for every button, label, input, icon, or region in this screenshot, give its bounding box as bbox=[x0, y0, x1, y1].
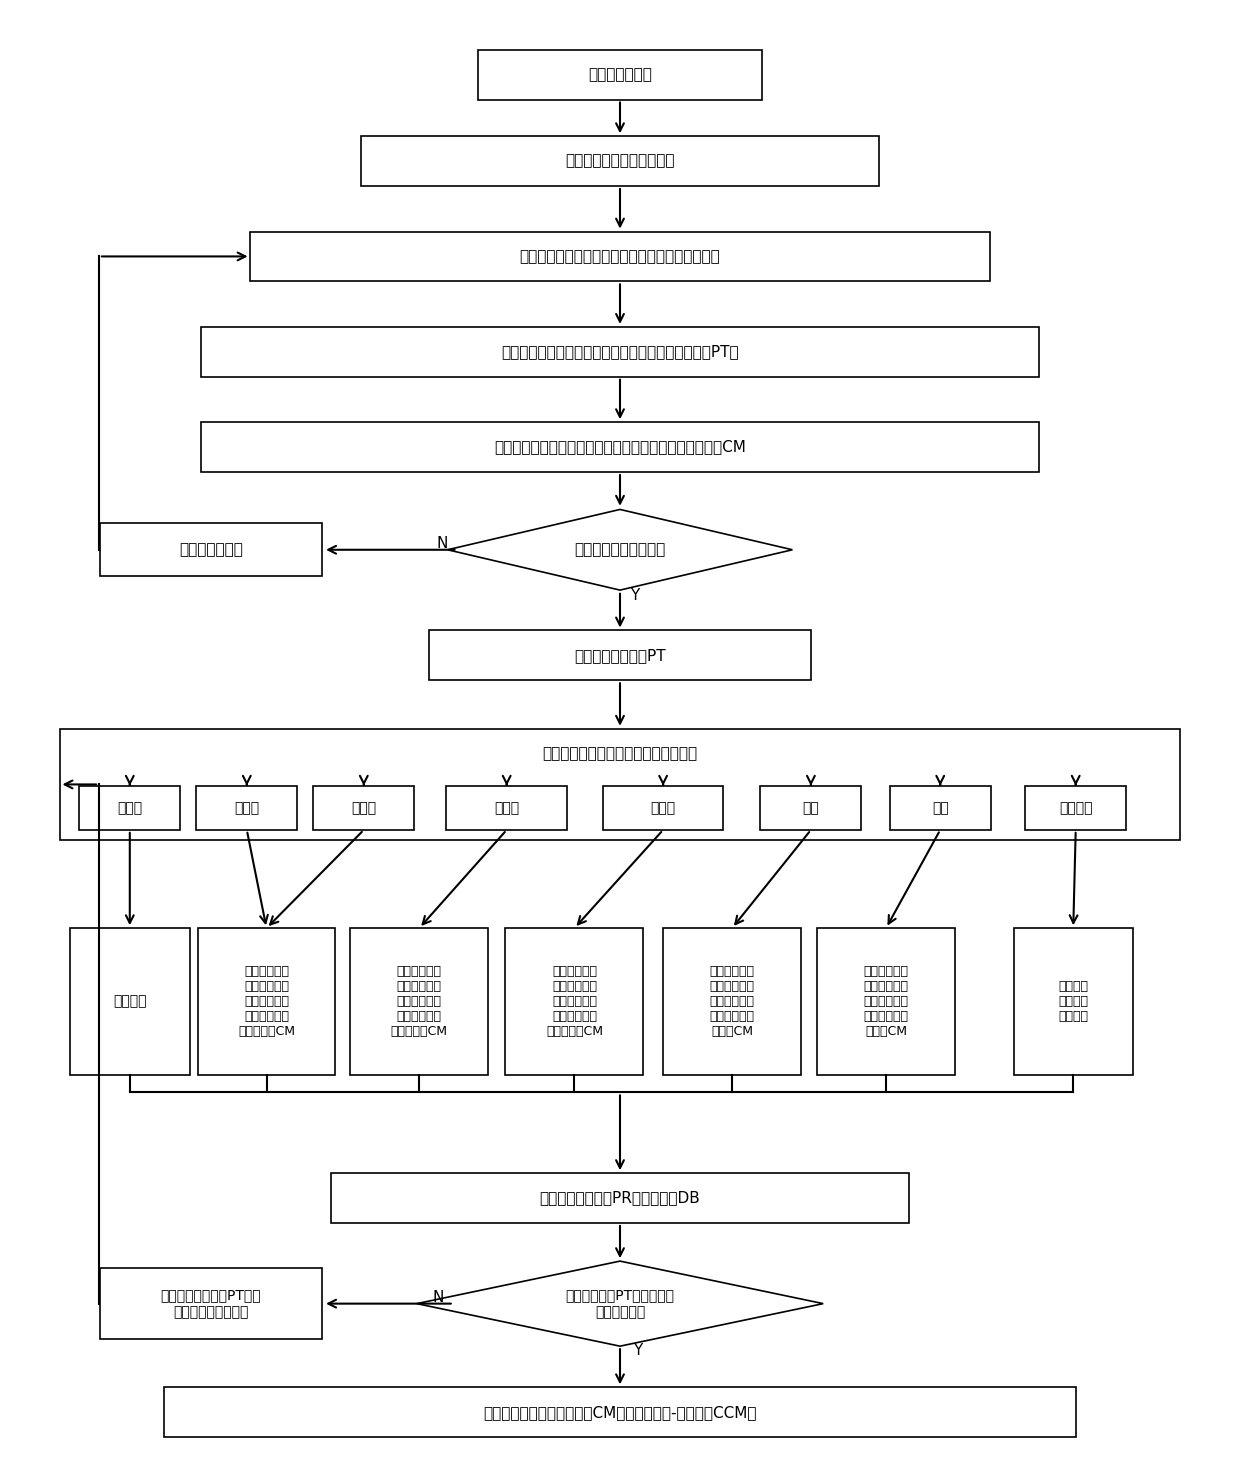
Text: 通过螺栓类零
件处理方法判
断出与该零件
相关的螺栓连
接，并修改CM: 通过螺栓类零 件处理方法判 断出与该零件 相关的螺栓连 接，并修改CM bbox=[238, 965, 295, 1038]
Bar bbox=[429, 630, 811, 680]
Bar bbox=[361, 136, 879, 186]
Bar bbox=[350, 928, 489, 1075]
Bar bbox=[100, 524, 322, 577]
Text: 其他类型: 其他类型 bbox=[1059, 801, 1092, 814]
Text: 选择零件类型集合PT中下
一个零件的零件类型: 选择零件类型集合PT中下 一个零件的零件类型 bbox=[161, 1289, 262, 1319]
Text: 不做处理: 不做处理 bbox=[113, 994, 146, 1009]
Text: 通过销类零件
处理方法判断
出与该零件相
关的销连接，
并修改CM: 通过销类零件 处理方法判断 出与该零件相 关的销连接， 并修改CM bbox=[709, 965, 755, 1038]
Text: Y: Y bbox=[630, 587, 640, 603]
Text: 功能件: 功能件 bbox=[118, 801, 143, 814]
Bar bbox=[817, 928, 955, 1075]
Text: N: N bbox=[436, 537, 449, 552]
Text: 销类: 销类 bbox=[802, 801, 820, 814]
Text: 螺钉类: 螺钉类 bbox=[651, 801, 676, 814]
Text: 通过螺钉类零
件处理方法判
断出与该零件
相关的螺钉连
接，并修改CM: 通过螺钉类零 件处理方法判 断出与该零件 相关的螺钉连 接，并修改CM bbox=[546, 965, 603, 1038]
Text: 输出修改后的装配接触矩阵CM（即装配接触-连接矩阵CCM）: 输出修改后的装配接触矩阵CM（即装配接触-连接矩阵CCM） bbox=[484, 1404, 756, 1419]
Bar bbox=[890, 786, 991, 830]
Text: 键类: 键类 bbox=[931, 801, 949, 814]
Text: 加载装配体模型: 加载装配体模型 bbox=[588, 66, 652, 83]
Bar bbox=[446, 786, 567, 830]
Text: 通过螺柱类零
件处理方法判
断出与该零件
相关的螺柱连
接，并修改CM: 通过螺柱类零 件处理方法判 断出与该零件 相关的螺柱连 接，并修改CM bbox=[391, 965, 448, 1038]
Text: 零件类型集合PT中所有零件
是否检查完毕: 零件类型集合PT中所有零件 是否检查完毕 bbox=[565, 1289, 675, 1319]
Text: 根据语义判断出该零部件的类型并存入零件类型集合PT中: 根据语义判断出该零部件的类型并存入零件类型集合PT中 bbox=[501, 344, 739, 360]
Bar bbox=[314, 786, 414, 830]
Bar bbox=[201, 422, 1039, 472]
Bar bbox=[201, 327, 1039, 376]
Text: 选择下一个零件: 选择下一个零件 bbox=[179, 543, 243, 558]
Text: 遍历装配体中所有的零部件: 遍历装配体中所有的零部件 bbox=[565, 153, 675, 168]
Text: Y: Y bbox=[632, 1344, 642, 1358]
Text: 根据不同的类型对零部件进行分类处理: 根据不同的类型对零部件进行分类处理 bbox=[542, 746, 698, 761]
Text: 依次检查该零部件与其他零部件的接触或干涉关系: 依次检查该零部件与其他零部件的接触或干涉关系 bbox=[520, 249, 720, 264]
Text: 根据相关零件集合PR生成数据库DB: 根据相关零件集合PR生成数据库DB bbox=[539, 1190, 701, 1205]
Bar bbox=[100, 1268, 322, 1339]
Bar bbox=[79, 786, 180, 830]
Text: 螺柱类: 螺柱类 bbox=[494, 801, 520, 814]
Bar bbox=[331, 1173, 909, 1223]
Text: 通过键类零件
处理方法判断
出与该零件相
关的键连接，
并修改CM: 通过键类零件 处理方法判断 出与该零件相 关的键连接， 并修改CM bbox=[863, 965, 909, 1038]
Polygon shape bbox=[417, 1261, 823, 1347]
Text: 采用与前
面类似的
方法处理: 采用与前 面类似的 方法处理 bbox=[1058, 979, 1089, 1024]
Bar bbox=[663, 928, 801, 1075]
Text: 遍历零件类型集合PT: 遍历零件类型集合PT bbox=[574, 648, 666, 662]
Text: 螺母类: 螺母类 bbox=[234, 801, 259, 814]
Bar bbox=[1013, 928, 1133, 1075]
Text: 螺栓类: 螺栓类 bbox=[351, 801, 377, 814]
Bar bbox=[197, 928, 336, 1075]
Bar bbox=[250, 232, 990, 282]
Bar bbox=[479, 50, 761, 99]
Text: N: N bbox=[432, 1291, 444, 1305]
Bar bbox=[1025, 786, 1126, 830]
Text: 所有零件是否检查完毕: 所有零件是否检查完毕 bbox=[574, 543, 666, 558]
Bar bbox=[60, 729, 1180, 841]
Bar bbox=[196, 786, 298, 830]
Text: 以该零件为行向量，其他零件为列向量记录装配接触矩阵CM: 以该零件为行向量，其他零件为列向量记录装配接触矩阵CM bbox=[494, 440, 746, 454]
Bar bbox=[760, 786, 862, 830]
Bar bbox=[506, 928, 644, 1075]
Bar bbox=[603, 786, 723, 830]
Polygon shape bbox=[448, 509, 792, 590]
Bar bbox=[71, 928, 190, 1075]
Bar bbox=[164, 1386, 1076, 1437]
